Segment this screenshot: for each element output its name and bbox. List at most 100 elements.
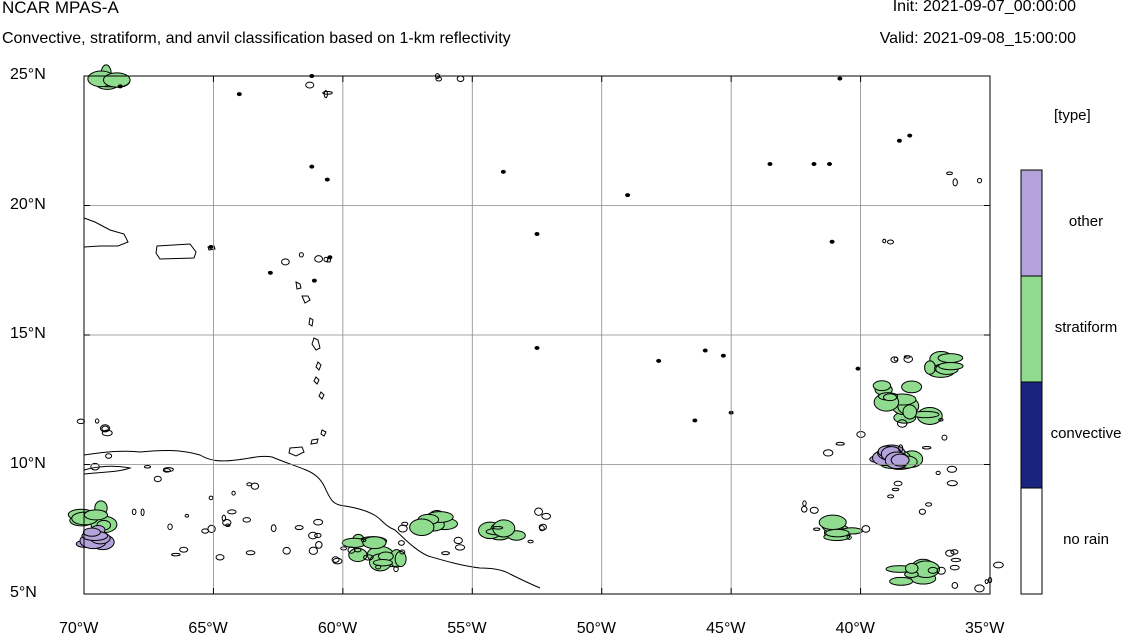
lat-tick-label: 20°N: [10, 195, 46, 213]
trinidad-coastline: [288, 446, 305, 457]
precip-cell: [492, 519, 516, 538]
contour-cell: [527, 539, 534, 544]
map-title: NCAR MPAS-A: [2, 0, 119, 17]
lon-tick-label: 35°W: [965, 620, 1005, 637]
contour-cell: [952, 178, 958, 187]
contour-cell: [270, 524, 277, 533]
contour-cell: [950, 549, 959, 555]
contour-cell: [99, 424, 111, 433]
legend-colorbar: [1020, 169, 1043, 595]
contour-cell: [222, 519, 232, 527]
contour-cell: [215, 554, 225, 561]
contour-cell: [242, 517, 251, 523]
contour-cell: [90, 462, 100, 471]
contour-cell: [267, 270, 273, 275]
contour-cell: [802, 500, 807, 507]
contour-cell: [822, 449, 834, 457]
contour-cell: [327, 255, 333, 260]
legend-label: other: [1068, 213, 1104, 230]
contour-cell: [398, 540, 405, 546]
lon-tick-label: 50°W: [576, 620, 616, 637]
lat-tick-label: 15°N: [10, 325, 46, 342]
contour-cell: [882, 238, 887, 244]
precip-cell: [372, 558, 393, 567]
lesser-antilles-coastline: [268, 257, 332, 437]
contour-cell: [153, 475, 162, 483]
contour-cell: [538, 523, 547, 531]
contour-cell: [221, 514, 227, 522]
contour-cell: [308, 531, 318, 540]
contour-cell: [245, 550, 256, 556]
contour-cell: [974, 584, 985, 593]
contour-cell: [208, 495, 214, 501]
contour-cell: [375, 564, 382, 570]
lon-tick-label: 55°W: [447, 620, 487, 637]
contour-cell: [313, 518, 324, 526]
contour-cell: [308, 546, 318, 555]
contour-cell: [298, 252, 304, 258]
precip-region: [478, 519, 526, 541]
map-subtitle: Convective, stratiform, and anvil classi…: [2, 30, 511, 47]
contour-cell: [76, 418, 85, 425]
precip-cell: [82, 527, 101, 537]
contour-cell: [179, 546, 189, 553]
contour-cell: [454, 544, 466, 551]
contour-cell: [324, 177, 330, 182]
contour-cell: [393, 565, 399, 573]
precip-cell: [825, 528, 850, 538]
contour-cell: [363, 554, 374, 561]
contour-cell: [945, 549, 955, 557]
precip-cell: [902, 404, 918, 420]
contour-cell: [976, 177, 983, 184]
contour-cell: [625, 193, 631, 198]
precip-cell: [83, 509, 109, 521]
lon-tick-label: 60°W: [317, 620, 358, 637]
contour-cell: [309, 164, 315, 169]
lon-tick-label: 45°W: [706, 620, 746, 637]
contour-cell: [399, 549, 406, 555]
contour-cell: [829, 239, 835, 244]
legend-swatch-no-rain: [1020, 487, 1043, 595]
hispaniola-coastline: [83, 217, 129, 248]
contour-cell: [281, 258, 290, 266]
init-time: Init: 2021-09-07_00:00:00: [892, 0, 1076, 15]
contour-cell: [353, 547, 362, 553]
contour-cell: [827, 162, 833, 167]
contour-cell: [282, 546, 291, 555]
contour-cell: [331, 556, 340, 563]
contour-cell: [131, 508, 137, 516]
lat-tick-label: 10°N: [10, 454, 46, 472]
contour-cell: [813, 527, 821, 531]
precip-region: [885, 558, 941, 586]
legend-swatch-other: [1020, 169, 1043, 277]
precip-region: [924, 350, 964, 378]
contour-cell: [946, 465, 958, 473]
contour-cell: [800, 505, 808, 513]
lat-tick-label: 5°N: [10, 584, 37, 601]
contour-cell: [893, 480, 903, 487]
contour-cell: [163, 467, 174, 473]
precip-cell: [394, 550, 407, 568]
contour-cell: [397, 524, 408, 533]
precip-cell: [882, 393, 898, 402]
valid-time: Valid: 2021-09-08_15:00:00: [879, 30, 1076, 47]
contour-cell: [887, 494, 895, 499]
contour-cell: [340, 546, 348, 551]
contour-cell: [941, 434, 948, 441]
contour-cell: [855, 366, 861, 371]
precip-cell: [924, 360, 936, 375]
legend-title: [type]: [1054, 107, 1091, 124]
precip-region: [872, 380, 923, 412]
precip-region: [369, 549, 407, 572]
contour-cell: [314, 255, 323, 263]
contour-cell: [950, 557, 962, 563]
south-america-coastline: [83, 449, 541, 589]
contour-cell: [236, 92, 242, 97]
lat-tick-label: 25°N: [10, 66, 46, 83]
contour-cell: [541, 512, 552, 520]
contour-cell: [500, 169, 506, 174]
contour-cells: [76, 73, 1004, 593]
puerto-rico-coastline: [155, 243, 197, 260]
contour-cell: [692, 418, 698, 423]
